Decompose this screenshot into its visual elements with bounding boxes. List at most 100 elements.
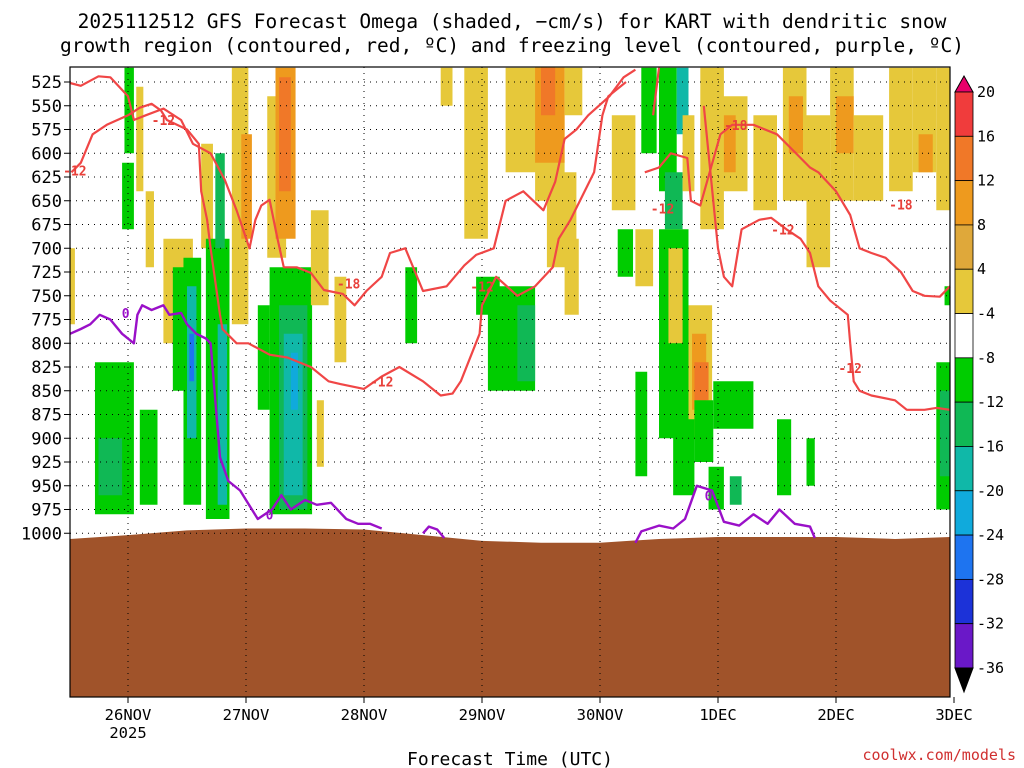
- colorbar-label-8: -16: [977, 437, 1004, 455]
- omega-cell-69: [788, 96, 803, 154]
- colorbar-label-6: -8: [977, 349, 995, 367]
- omega-cell-27: [310, 210, 329, 306]
- colorbar-label-7: -12: [977, 393, 1004, 411]
- contour-label-0-9: -12: [838, 362, 861, 377]
- colorbar-bin-4: [954, 268, 974, 314]
- omega-cell-30: [405, 267, 418, 344]
- omega-cell-43: [611, 115, 636, 211]
- omega-cell-7: [145, 191, 154, 268]
- colorbar-bin-5: [954, 313, 974, 359]
- ytick-label-850: 850: [31, 382, 62, 402]
- omega-cell-4: [98, 438, 123, 496]
- omega-cell-6: [136, 86, 144, 192]
- ytick-label-600: 600: [31, 144, 62, 164]
- omega-cell-48: [659, 67, 677, 192]
- omega-cell-5: [139, 409, 158, 505]
- contour-label-1-0: 0: [122, 307, 130, 322]
- colorbar-bin-9: [954, 490, 974, 536]
- omega-cell-62: [777, 419, 792, 496]
- ytick-label-650: 650: [31, 192, 62, 212]
- contour-label-0-0: -12: [152, 114, 175, 129]
- omega-cell-81: [939, 390, 950, 477]
- colorbar-bin-8: [954, 446, 974, 492]
- xtick-label-1DEC: 1DEC: [699, 706, 736, 724]
- title-line-2: growth region (contoured, red, ºC) and f…: [60, 34, 964, 57]
- omega-cell-0: [70, 248, 75, 325]
- contour-label-1-2: 0: [705, 489, 713, 504]
- omega-cell-45: [617, 229, 634, 277]
- omega-cell-79: [944, 286, 950, 306]
- xtick-sublabel-26NOV: 2025: [109, 724, 146, 742]
- contour-label-0-2: -18: [337, 277, 361, 292]
- colorbar-bin-10: [954, 534, 974, 580]
- omega-cell-18: [241, 134, 252, 239]
- colorbar-label-4: 4: [977, 260, 986, 278]
- credit-text: coolwx.com/models: [862, 746, 1016, 764]
- ytick-label-925: 925: [31, 453, 62, 473]
- ytick-label-875: 875: [31, 406, 62, 426]
- ytick-label-575: 575: [31, 121, 62, 141]
- contour-labels: -12 -12 -18 -12 -12 -12 -18 -12 -18 -12 0 0 0: [63, 114, 913, 523]
- contour-label-0-3: -12: [370, 375, 393, 390]
- colorbar-bin-0: [954, 91, 974, 137]
- omega-cell-52: [668, 248, 683, 344]
- omega-cell-66: [723, 115, 736, 173]
- omega-cell-60: [708, 466, 724, 510]
- contour-label-0-7: -12: [771, 223, 794, 238]
- omega-cell-47: [641, 67, 657, 154]
- ytick-label-625: 625: [31, 168, 62, 188]
- omega-cell-29: [316, 400, 324, 467]
- omega-cell-59: [713, 381, 754, 429]
- omega-cell-19: [257, 305, 270, 410]
- contour-label-0-1: -12: [63, 164, 86, 179]
- colorbar-label-12: -32: [977, 615, 1004, 633]
- title-line-1: 2025112512 GFS Forecast Omega (shaded, −…: [78, 10, 947, 33]
- dgz-contour-2: [652, 67, 661, 116]
- omega-cell-12: [189, 333, 195, 382]
- omega-cell-17: [231, 67, 249, 325]
- omega-cell-63: [806, 438, 815, 486]
- ytick-label-800: 800: [31, 334, 62, 354]
- colorbar-bottom-triangle: [954, 667, 974, 694]
- dgz-contour-4: [702, 105, 951, 411]
- colorbar: 20 16 12 8 4 -4 -8 -12 -16 -20 -24 -28 -32 -36: [954, 74, 1004, 694]
- ytick-label-775: 775: [31, 311, 62, 331]
- terrain-area: [70, 528, 950, 697]
- freezing-contour-1: [422, 525, 446, 539]
- xtick-label-29NOV: 29NOV: [459, 706, 506, 724]
- omega-cell-39: [541, 67, 556, 116]
- omega-cell-2: [122, 162, 134, 230]
- colorbar-label-9: -20: [977, 482, 1004, 500]
- omega-cell-13: [201, 143, 213, 249]
- colorbar-bin-3: [954, 224, 974, 270]
- contour-label-1-1: 0: [266, 508, 274, 523]
- ytick-label-900: 900: [31, 429, 62, 449]
- omega-cell-9: [172, 267, 187, 391]
- ytick-label-725: 725: [31, 263, 62, 283]
- colorbar-top-triangle: [954, 74, 974, 93]
- colorbar-label-3: 8: [977, 216, 986, 234]
- omega-cell-26: [290, 352, 298, 410]
- xtick-label-28NOV: 28NOV: [341, 706, 388, 724]
- x-axis-label: Forecast Time (UTC): [407, 749, 613, 768]
- freezing-contour-0: [69, 304, 383, 530]
- ytick-label-825: 825: [31, 358, 62, 378]
- omega-cell-16: [217, 324, 228, 505]
- ytick-label-700: 700: [31, 239, 62, 259]
- colorbar-label-2: 12: [977, 172, 995, 190]
- xtick-label-27NOV: 27NOV: [223, 706, 270, 724]
- ytick-label-675: 675: [31, 216, 62, 236]
- colorbar-label-1: 16: [977, 127, 995, 145]
- chart-title: 2025112512 GFS Forecast Omega (shaded, −…: [60, 10, 964, 57]
- colorbar-bin-7: [954, 401, 974, 447]
- terrain-fill: [70, 528, 950, 697]
- contour-label-0-8: -18: [889, 199, 913, 214]
- plot-frame: [69, 66, 951, 698]
- omega-cell-67: [753, 115, 777, 211]
- xtick-label-2DEC: 2DEC: [817, 706, 854, 724]
- ytick-label-550: 550: [31, 97, 62, 117]
- omega-cell-70: [806, 115, 831, 201]
- omega-cell-1: [124, 67, 134, 154]
